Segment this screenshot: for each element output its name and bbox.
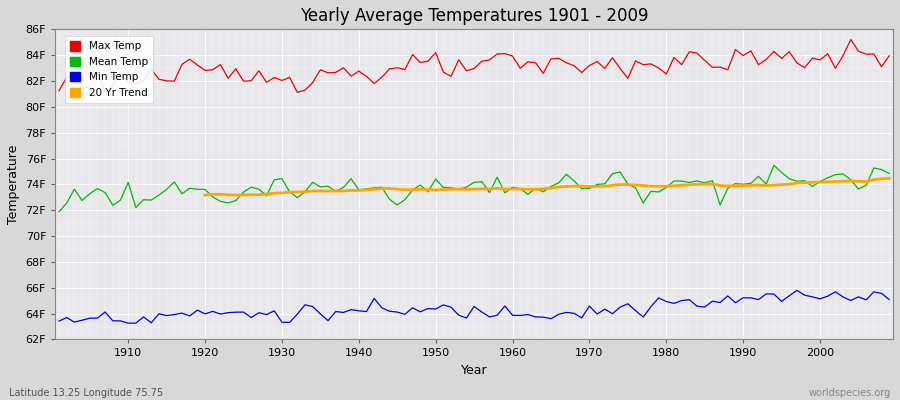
- Y-axis label: Temperature: Temperature: [7, 145, 20, 224]
- Text: Latitude 13.25 Longitude 75.75: Latitude 13.25 Longitude 75.75: [9, 388, 163, 398]
- Title: Yearly Average Temperatures 1901 - 2009: Yearly Average Temperatures 1901 - 2009: [300, 7, 648, 25]
- Text: worldspecies.org: worldspecies.org: [809, 388, 891, 398]
- X-axis label: Year: Year: [461, 364, 488, 377]
- Legend: Max Temp, Mean Temp, Min Temp, 20 Yr Trend: Max Temp, Mean Temp, Min Temp, 20 Yr Tre…: [65, 36, 153, 103]
